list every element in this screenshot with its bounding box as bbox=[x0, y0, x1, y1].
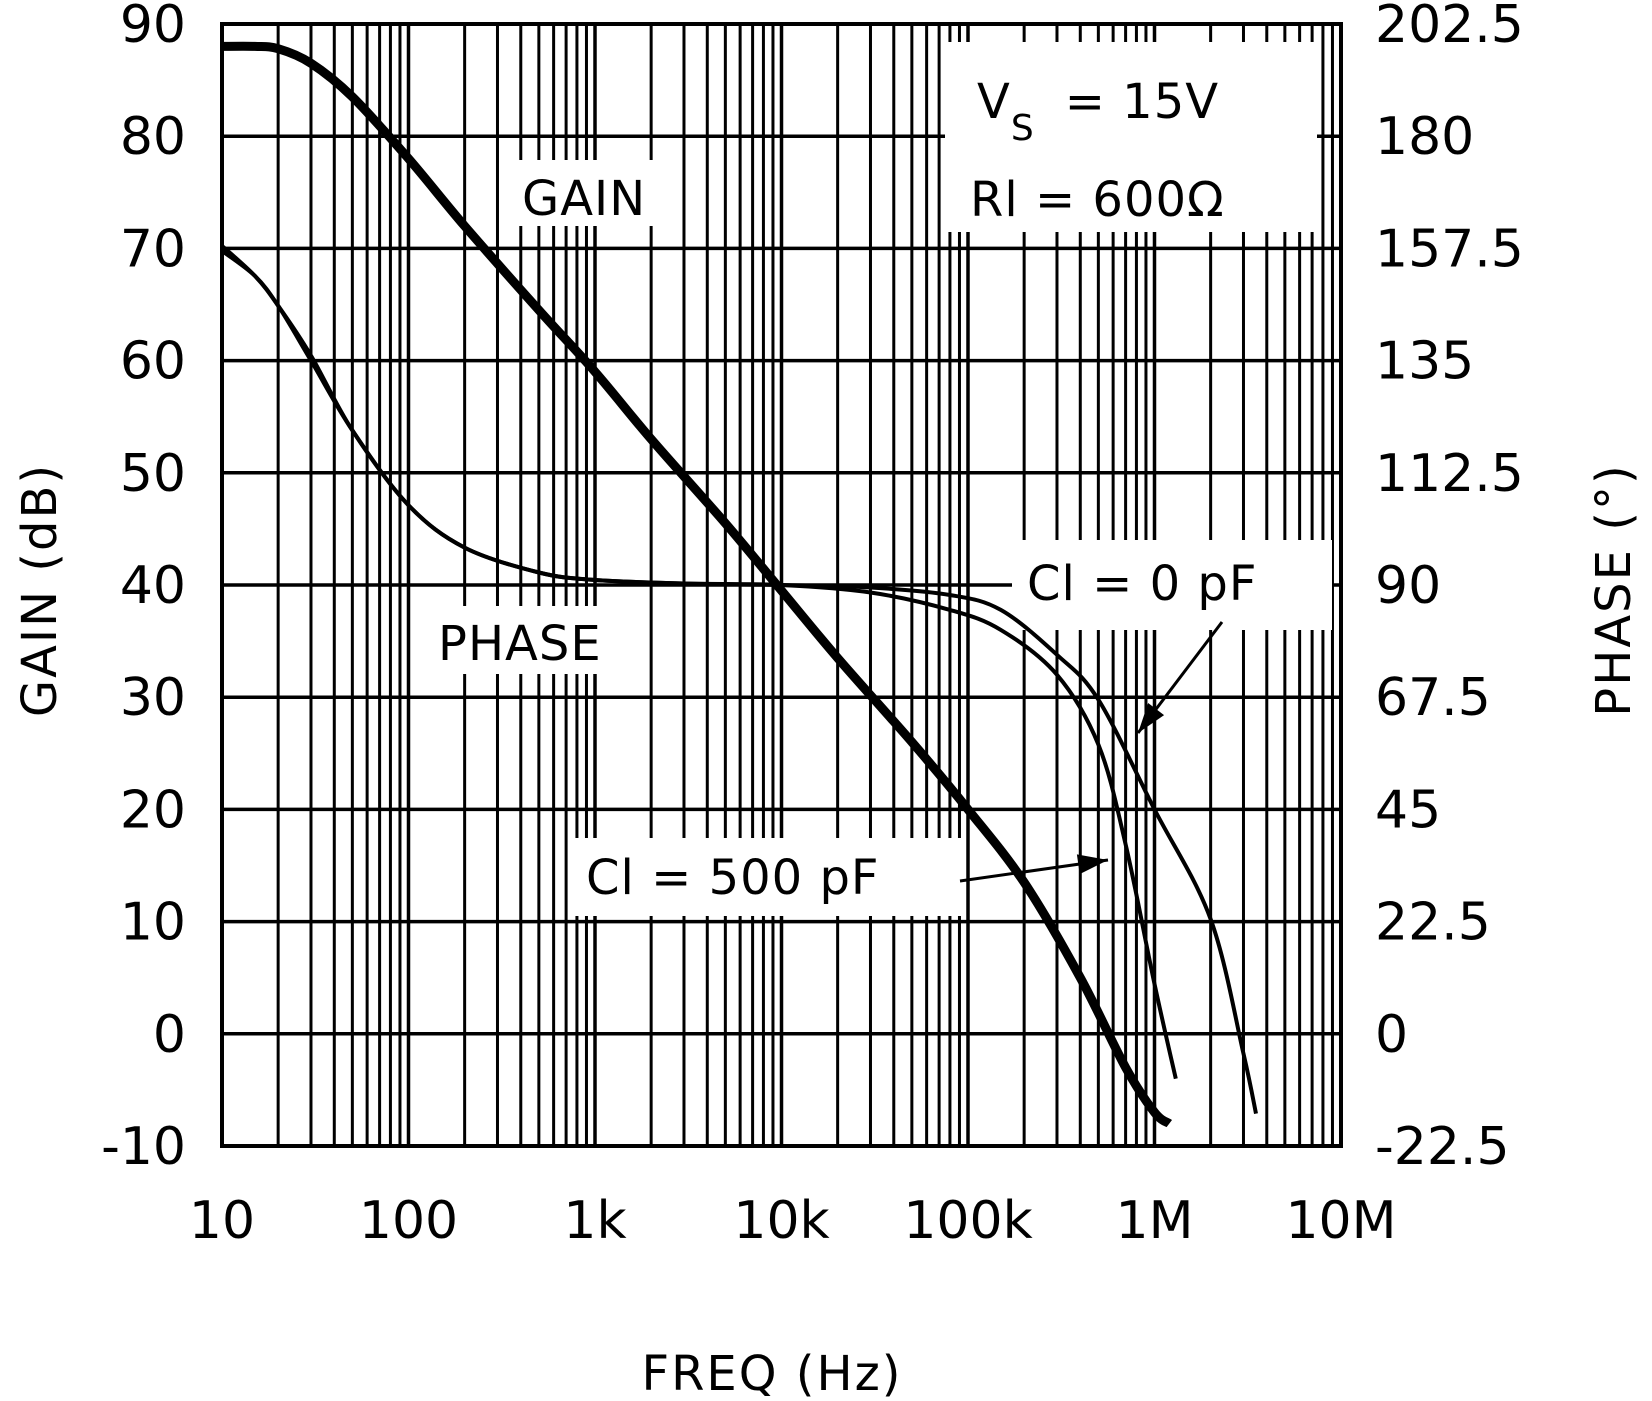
annotation-bg bbox=[1012, 540, 1332, 630]
annotation-bg bbox=[508, 160, 658, 226]
y2-tick-label: 67.5 bbox=[1375, 668, 1491, 728]
annotation-texts: GAIN PHASE VS = 15V Rl = 600Ω Cl = 0 pF C… bbox=[438, 74, 1257, 906]
y-axis-title: GAIN (dB) bbox=[12, 463, 68, 717]
annotation-bg bbox=[570, 838, 962, 916]
label-backgrounds bbox=[425, 42, 1332, 916]
y-tick-label: 20 bbox=[120, 780, 186, 840]
vs-annotation: VS = 15V bbox=[977, 74, 1219, 149]
y2-tick-label: 180 bbox=[1375, 107, 1474, 167]
arrow-cl-500pf-head bbox=[1076, 854, 1108, 875]
rl-annotation: Rl = 600Ω bbox=[970, 172, 1225, 228]
x-tick-label: 100k bbox=[903, 1191, 1032, 1251]
annotation-bg bbox=[425, 606, 623, 674]
series-line-gain bbox=[221, 41, 1173, 1128]
y2-tick-label: 0 bbox=[1375, 1005, 1408, 1065]
y2-tick-label: 90 bbox=[1375, 556, 1441, 616]
y2-tick-label: 45 bbox=[1375, 780, 1441, 840]
series-lines bbox=[220, 41, 1258, 1128]
x-tick-label: 10M bbox=[1285, 1191, 1396, 1251]
y2-tick-label: 135 bbox=[1375, 332, 1474, 392]
arrow-cl-0pf-head bbox=[1138, 703, 1165, 733]
y-tick-label: 90 bbox=[120, 0, 186, 55]
y2-tick-label: 112.5 bbox=[1375, 444, 1524, 504]
plot-frame bbox=[220, 22, 1343, 1148]
y-tick-label: 40 bbox=[120, 556, 186, 616]
y-tick-label: 70 bbox=[120, 219, 186, 279]
annotation-arrows bbox=[959, 621, 1224, 883]
x-tick-label: 1M bbox=[1116, 1191, 1194, 1251]
series-line-phase-cl-500pf bbox=[220, 249, 1178, 1080]
phase-annotation: PHASE bbox=[438, 616, 602, 672]
y2-tick-label: 157.5 bbox=[1375, 219, 1524, 279]
annotation-bg bbox=[945, 42, 1317, 232]
vs-subscript: S bbox=[1011, 108, 1035, 149]
x-axis-title: FREQ (Hz) bbox=[641, 1346, 902, 1401]
y-tick-label: 60 bbox=[120, 332, 186, 392]
y-tick-label: 50 bbox=[120, 444, 186, 504]
y2-tick-label: 202.5 bbox=[1375, 0, 1524, 55]
y-tick-label: 30 bbox=[120, 668, 186, 728]
y2-axis-title: PHASE (°) bbox=[1586, 463, 1642, 716]
x-tick-labels: 10 100 1k 10k 100k 1M 10M bbox=[189, 1191, 1397, 1251]
cl500-annotation: Cl = 500 pF bbox=[586, 850, 880, 906]
vs-prefix: V bbox=[977, 74, 1011, 130]
cl0-annotation: Cl = 0 pF bbox=[1027, 556, 1257, 612]
y2-tick-label: -22.5 bbox=[1375, 1117, 1510, 1177]
y-tick-label: 0 bbox=[153, 1005, 186, 1065]
x-tick-label: 10 bbox=[189, 1191, 255, 1251]
y-tick-label: 10 bbox=[120, 893, 186, 953]
gain-annotation: GAIN bbox=[522, 171, 646, 227]
y-tick-label: 80 bbox=[120, 107, 186, 167]
y-tick-label: -10 bbox=[101, 1117, 186, 1177]
y-tick-labels: -10 0 10 20 30 40 50 60 70 80 90 bbox=[101, 0, 186, 1177]
x-tick-label: 1k bbox=[563, 1191, 626, 1251]
y2-tick-label: 22.5 bbox=[1375, 893, 1491, 953]
x-tick-label: 10k bbox=[733, 1191, 829, 1251]
vs-value: = 15V bbox=[1065, 74, 1219, 130]
x-tick-label: 100 bbox=[359, 1191, 458, 1251]
y2-tick-labels: -22.5 0 22.5 45 67.5 90 112.5 135 157.5 180 202.5 bbox=[1375, 0, 1524, 1177]
